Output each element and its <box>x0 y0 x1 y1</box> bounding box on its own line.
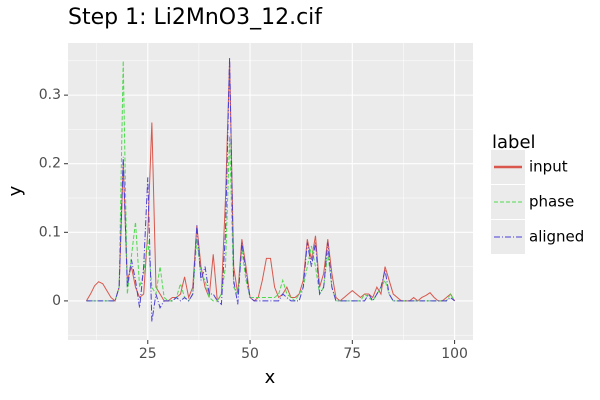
y-tick-label: 0 <box>52 293 61 309</box>
x-axis-label: x <box>265 367 276 388</box>
x-tick-label: 25 <box>139 346 157 362</box>
y-tick-label: 0.3 <box>39 87 61 103</box>
x-tick-label: 100 <box>441 346 468 362</box>
series-line <box>86 60 456 302</box>
legend-label: phase <box>529 193 574 211</box>
chart-title: Step 1: Li2MnO3_12.cif <box>68 5 323 30</box>
y-axis-label: y <box>5 185 26 196</box>
plot-panel <box>68 43 473 340</box>
series-line <box>85 60 456 303</box>
y-tick-label: 0.2 <box>39 156 61 172</box>
x-tick-label: 50 <box>241 346 259 362</box>
legend-label: aligned <box>529 228 584 246</box>
x-tick-label: 75 <box>343 346 361 362</box>
y-tick-label: 0.1 <box>39 224 61 240</box>
legend-title: label <box>492 132 536 153</box>
legend-label: input <box>529 158 568 176</box>
series-line <box>86 57 455 322</box>
